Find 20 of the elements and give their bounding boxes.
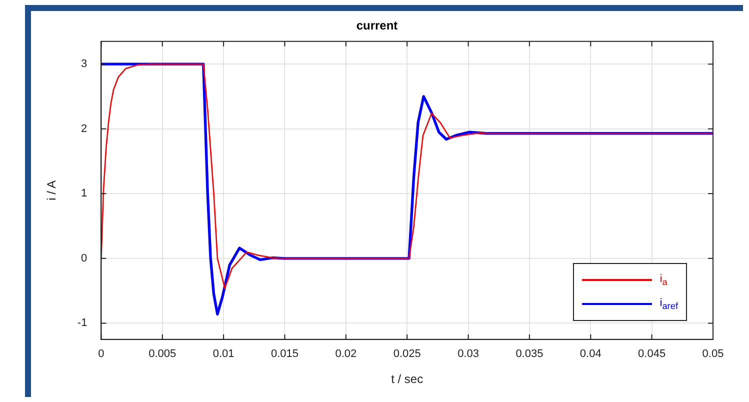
legend-box: i$_{a}$ i$_{aref}$	[572, 263, 687, 321]
y-tick-label: 3	[81, 58, 88, 70]
y-tick-label: -1	[77, 317, 88, 330]
x-tick-label: 0.01	[212, 348, 234, 360]
y-axis-title: i / A	[44, 180, 59, 200]
x-tick-label: 0.05	[702, 348, 724, 360]
x-tick-label: 0.025	[393, 348, 421, 360]
x-tick-label: 0.02	[335, 348, 357, 360]
x-tick-label: 0.005	[148, 348, 176, 360]
x-tick-label: 0.03	[458, 348, 479, 360]
y-tick-label: 0	[81, 252, 88, 264]
x-tick-label: 0	[98, 348, 104, 360]
y-tick-label: 1	[81, 188, 88, 200]
y-tick-label: 2	[81, 122, 88, 135]
x-tick-label: 0.045	[638, 348, 666, 360]
chart-title: current	[356, 18, 398, 33]
x-tick-label: 0.015	[270, 348, 298, 360]
x-axis-title: t / sec	[391, 372, 424, 386]
x-tick-label: 0.04	[580, 348, 602, 360]
x-tick-label: 0.035	[516, 348, 544, 360]
